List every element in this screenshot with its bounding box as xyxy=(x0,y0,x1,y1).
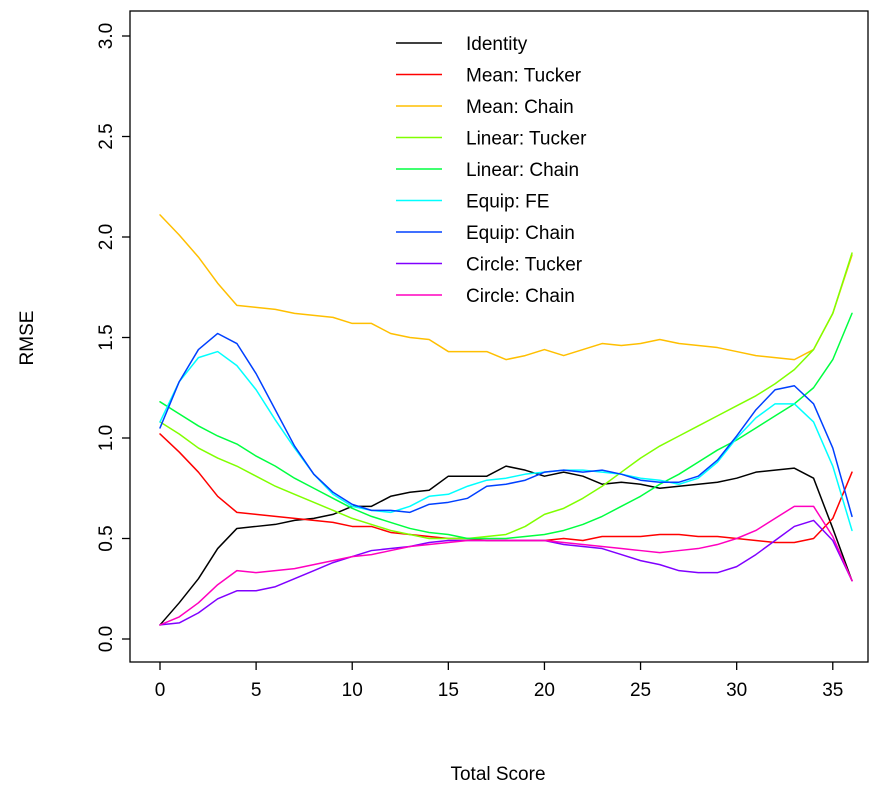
series-line-circle-tucker xyxy=(159,519,853,626)
legend-label-mean-chain: Mean: Chain xyxy=(466,97,574,118)
y-tick-label: 3.0 xyxy=(96,23,117,49)
series-line-mean-chain xyxy=(159,214,853,361)
x-axis-title: Total Score xyxy=(450,764,545,785)
y-tick-label: 2.5 xyxy=(96,123,117,149)
series-line-equip-chain xyxy=(159,332,853,518)
y-tick-label: 1.0 xyxy=(96,425,117,451)
x-tick-label: 5 xyxy=(251,680,262,701)
series-line-equip-fe xyxy=(159,350,853,532)
legend-label-linear-chain: Linear: Chain xyxy=(466,160,579,181)
x-axis: 0 5 10 15 20 25 30 35 xyxy=(155,662,843,701)
y-tick-label: 1.5 xyxy=(96,324,117,350)
legend-label-circle-chain: Circle: Chain xyxy=(466,286,575,307)
legend-label-mean-tucker: Mean: Tucker xyxy=(466,66,582,87)
y-tick-label: 0.0 xyxy=(96,626,117,652)
series-line-linear-tucker xyxy=(159,252,853,540)
legend-label-identity: Identity xyxy=(466,34,528,55)
legend-label-equip-chain: Equip: Chain xyxy=(466,223,575,244)
plot-frame xyxy=(129,10,869,663)
x-tick-label: 10 xyxy=(342,680,363,701)
legend-label-linear-tucker: Linear: Tucker xyxy=(466,129,587,150)
x-tick-label: 35 xyxy=(822,680,843,701)
x-tick-label: 0 xyxy=(155,680,166,701)
y-axis-title: RMSE xyxy=(17,311,38,366)
series-line-identity xyxy=(159,465,853,626)
y-axis: 0.0 0.5 1.0 1.5 2.0 2.5 3.0 xyxy=(96,23,130,652)
x-tick-label: 15 xyxy=(438,680,459,701)
legend: Identity Mean: Tucker Mean: Chain Linear: T… xyxy=(396,34,587,307)
legend-label-circle-tucker: Circle: Tucker xyxy=(466,255,583,276)
legend-label-equip-fe: Equip: FE xyxy=(466,192,549,213)
y-tick-label: 2.0 xyxy=(96,224,117,250)
x-tick-label: 20 xyxy=(534,680,555,701)
x-tick-label: 30 xyxy=(726,680,747,701)
y-tick-label: 0.5 xyxy=(96,525,117,551)
x-tick-label: 25 xyxy=(630,680,651,701)
series-layer xyxy=(159,214,853,626)
series-line-circle-chain xyxy=(159,505,853,626)
series-line-linear-chain xyxy=(159,312,853,540)
